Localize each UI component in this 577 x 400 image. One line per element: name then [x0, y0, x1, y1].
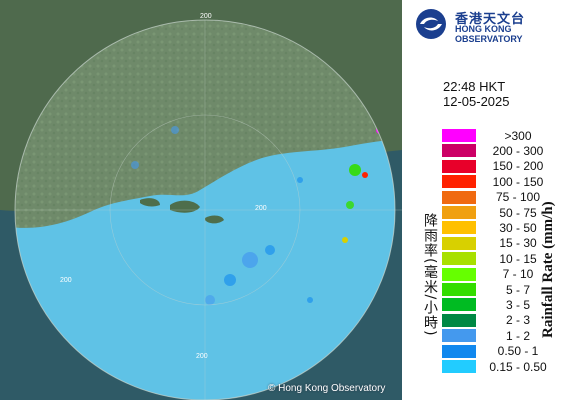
legend-label: 15 - 30 [499, 236, 537, 251]
legend-panel [402, 0, 577, 400]
legend-title-cn: 降雨率(毫米/小時) [422, 213, 438, 337]
legend-label: 50 - 75 [499, 205, 537, 220]
legend-label: 200 - 300 [492, 143, 544, 158]
legend-label: 3 - 5 [505, 297, 530, 312]
island [205, 215, 224, 224]
legend-label: 75 - 100 [495, 190, 541, 205]
legend-label: 1 - 2 [505, 328, 530, 343]
legend-color-swatch [442, 236, 476, 250]
legend-color-swatch [442, 360, 476, 373]
legend-label: 30 - 50 [499, 220, 537, 235]
legend-color-swatch [442, 298, 476, 312]
sea-inside-range [15, 138, 395, 400]
range-label-south: 200 [196, 353, 208, 360]
legend-label: 10 - 15 [499, 251, 537, 266]
legend-color-swatch [442, 144, 476, 158]
legend-color-swatch [442, 283, 476, 296]
logo-name-en: HONG KONG OBSERVATORY [455, 24, 523, 44]
radar-date: 12-05-2025 [443, 94, 510, 109]
legend-label: 5 - 7 [505, 282, 530, 297]
legend-color-swatch [442, 252, 476, 266]
range-label-north: 200 [200, 13, 212, 20]
logo-name-cn: 香港天文台 [455, 12, 526, 27]
legend-color-swatch [442, 267, 476, 281]
legend-label: 2 - 3 [505, 313, 530, 328]
radar-map-svg: 200 200 200 200 [0, 0, 402, 400]
legend-label: 0.15 - 0.50 [489, 359, 547, 374]
legend-color-swatch [442, 221, 476, 235]
legend-color-swatch [442, 175, 476, 189]
legend-label: 7 - 10 [502, 267, 534, 282]
range-label-west: 200 [60, 277, 72, 284]
legend-color-swatch [442, 329, 476, 343]
legend-title-en: Rainfall Rate (mm/h) [540, 201, 556, 339]
legend-color-swatch [442, 129, 476, 142]
radar-map: 200 200 200 200 © Hong Kong Observatory [0, 0, 402, 400]
legend-label: 100 - 150 [492, 174, 544, 189]
legend-color-swatch [442, 159, 476, 173]
legend-color-swatch [442, 190, 476, 204]
copyright-text: © Hong Kong Observatory [268, 383, 386, 394]
legend-label: 150 - 200 [492, 159, 544, 174]
island [170, 200, 200, 213]
legend-color-swatch [442, 344, 476, 358]
legend-color-swatch [442, 206, 476, 219]
island [140, 198, 160, 207]
hko-logo-icon [416, 9, 446, 39]
legend-label: >300 [504, 128, 532, 143]
range-label-east: 200 [255, 205, 267, 212]
radar-time: 22:48 HKT [443, 79, 506, 94]
legend-label: 0.50 - 1 [497, 344, 539, 359]
legend-color-swatch [442, 313, 476, 327]
